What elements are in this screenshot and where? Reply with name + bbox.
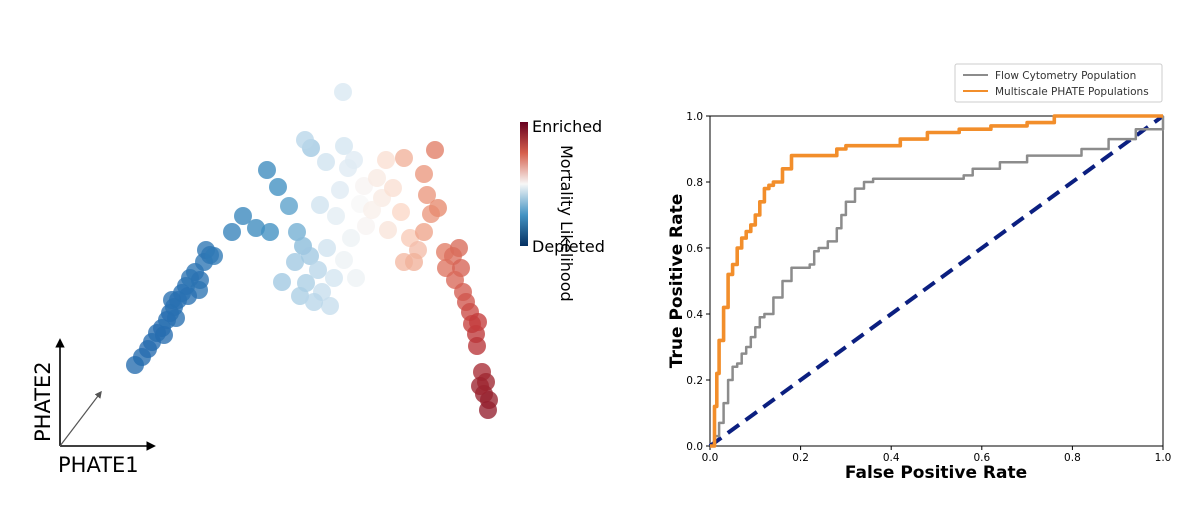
roc-legend-box [954,63,1163,103]
y-tick-label: 0.8 [686,177,703,189]
scatter-point [384,179,402,197]
multiscale-phate-roc-line [710,114,1163,448]
roc-ticks: 0.0 0.2 0.4 0.6 0.8 1.0 0.0 0.2 0.4 0.6 0.8 1.0 [686,111,1171,464]
scatter-point [392,203,410,221]
roc-lines [708,114,1165,448]
scatter-point [234,207,252,225]
scatter-point [163,291,181,309]
flow-cytometry-roc-line [710,116,1165,448]
scatter-point [205,247,223,265]
scatter-point [280,197,298,215]
scatter-point [335,251,353,269]
legend-label-flow-cytometry: Flow Cytometry Population [995,70,1136,82]
scatter-point [273,273,291,291]
roc-x-axis-label: False Positive Rate [845,463,1027,483]
roc-legend: Flow Cytometry Population Multiscale PHA… [954,63,1163,103]
scatter-point [269,178,287,196]
scatter-point [479,401,497,419]
chance-diagonal-line [708,114,1165,448]
scatter-point [355,177,373,195]
colorbar-mortality-label: Mortality Likelihood [557,145,576,302]
scatter-point [334,83,352,101]
scatter-point [379,221,397,239]
scatter-point [291,287,309,305]
scatter-point [309,261,327,279]
scatter-point [331,181,349,199]
phate3-axis-arrow [59,390,102,447]
x-tick-label: 0.8 [1064,452,1081,464]
colorbar-enriched-label: Enriched [532,117,602,136]
scatter-point [418,186,436,204]
scatter-point [357,217,375,235]
scatter-point [317,153,335,171]
scatter-point [395,149,413,167]
scatter-point [325,269,343,287]
scatter-point [426,141,444,159]
scatter-point [342,229,360,247]
scatter-point [363,201,381,219]
phate-points [126,83,498,419]
scatter-point [471,377,489,395]
y-tick-label: 0.6 [686,243,703,255]
roc-chart-panel: 0.0 0.2 0.4 0.6 0.8 1.0 0.0 0.2 0.4 0.6 0.8 1.0 Fal… [667,63,1171,483]
scatter-point [450,239,468,257]
scatter-point [155,326,173,344]
scatter-point [321,297,339,315]
scatter-point [468,337,486,355]
scatter-point [469,313,487,331]
roc-y-axis-label: True Positive Rate [667,194,687,368]
phate-scatter-panel: PHATE1 PHATE2 Enriched Depleted Mortalit… [31,83,605,477]
scatter-point [301,247,319,265]
scatter-point [335,137,353,155]
x-tick-label: 0.6 [973,452,990,464]
scatter-point [247,219,265,237]
phate2-label: PHATE2 [31,361,55,442]
y-tick-label: 0.4 [686,309,703,321]
y-tick-label: 0.0 [686,441,703,453]
scatter-point [318,239,336,257]
x-tick-label: 0.4 [883,452,900,464]
scatter-point [258,161,276,179]
y-tick-label: 1.0 [686,111,703,123]
scatter-point [286,253,304,271]
scatter-point [405,253,423,271]
scatter-point [288,223,306,241]
phate1-label: PHATE1 [58,453,139,477]
scatter-point [429,199,447,217]
scatter-point [311,196,329,214]
legend-label-multiscale-phate: Multiscale PHATE Populations [995,86,1149,98]
scatter-point [327,207,345,225]
scatter-point [415,165,433,183]
colorbar-depleted-label: Depleted [532,237,605,256]
scatter-point [368,169,386,187]
scatter-point [223,223,241,241]
scatter-point [347,269,365,287]
scatter-point [377,151,395,169]
y-tick-label: 0.2 [686,375,703,387]
scatter-point [167,309,185,327]
colorbar [520,122,528,246]
scatter-point [179,287,197,305]
x-tick-label: 1.0 [1155,452,1172,464]
x-tick-label: 0.2 [792,452,809,464]
scatter-point [261,223,279,241]
scatter-point [345,151,363,169]
x-tick-label: 0.0 [702,452,719,464]
scatter-point [415,223,433,241]
scatter-point [296,131,314,149]
roc-plot-frame [709,115,1164,447]
scatter-point [305,293,323,311]
